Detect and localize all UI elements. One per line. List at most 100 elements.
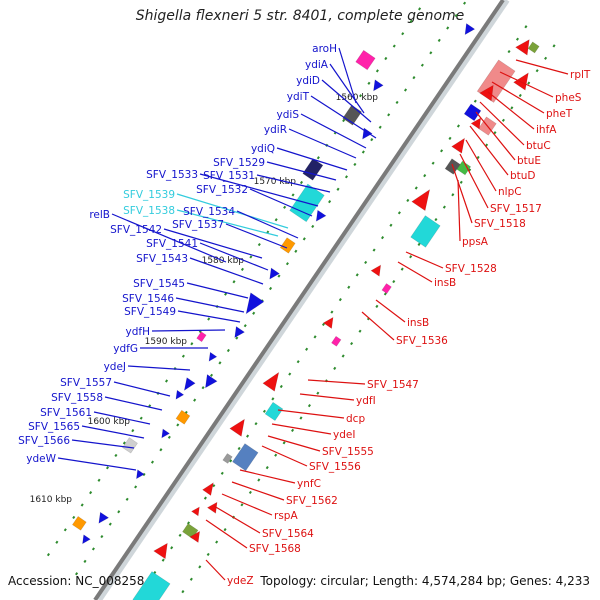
tick-mark [429,51,433,55]
tick-mark [181,354,185,358]
gene-feature [82,534,91,545]
tick-mark [409,255,413,259]
right-gene-label: ynfC [297,478,321,490]
right-gene-label: ydeI [333,429,355,441]
tick-mark [527,81,531,85]
tick-mark [254,422,258,426]
tick-mark [291,193,295,197]
tick-mark [279,384,283,389]
left-gene-label: SFV_1531 [203,170,255,182]
tick-mark [336,187,340,191]
tick-mark [257,478,261,482]
tick-mark [414,186,418,190]
right-label-leader [515,59,569,75]
tick-mark [285,262,289,266]
right-label-leader [205,559,226,581]
left-label-leader [256,174,331,193]
right-gene-label: rplT [570,69,591,81]
tick-mark [302,237,306,241]
gene-feature [373,79,384,92]
left-label-leader [199,242,269,271]
right-gene-label: SFV_1517 [490,203,542,215]
tick-mark [501,118,505,122]
right-label-leader [475,111,516,161]
gene-feature [189,530,201,544]
right-gene-label: SFV_1536 [396,335,448,347]
tick-mark [218,361,222,365]
right-label-leader [375,299,406,323]
tick-mark [72,515,76,520]
right-label-leader [469,125,509,176]
left-gene-label: SFV_1546 [122,293,174,305]
gene-feature [527,41,540,54]
tick-mark [178,533,182,537]
tick-mark [524,25,528,29]
left-gene-label: ydiR [264,124,287,136]
tick-mark [299,416,303,420]
tick-mark [257,242,261,247]
tick-mark [83,559,87,563]
tick-mark [296,360,300,364]
right-label-leader [487,91,535,130]
tick-mark [232,280,236,284]
tick-mark [240,267,244,271]
left-gene-label: SFV_1549 [124,306,176,318]
tick-mark [307,404,311,408]
kbp-tick-label: 1590 kbp [145,337,188,347]
gene-feature [515,39,530,56]
right-label-leader [231,481,285,501]
right-label-leader [499,71,554,98]
tick-mark [252,311,256,315]
left-label-leader [151,329,226,332]
tick-mark [91,547,95,551]
tick-mark [223,528,227,532]
right-gene-label: btuC [526,140,551,152]
left-label-leader [310,95,377,139]
tick-mark [274,218,278,222]
tick-mark [193,398,197,402]
tick-mark [299,180,304,185]
gene-feature [136,469,145,480]
gene-feature [331,335,342,347]
right-gene-label: rspA [274,510,298,522]
tick-mark [535,69,539,73]
left-gene-label: aroH [312,43,337,55]
tick-mark [463,1,467,5]
tick-mark [434,217,438,222]
tick-mark [206,552,210,557]
tick-mark [403,88,408,92]
tick-mark [316,156,320,160]
tick-mark [288,372,292,376]
right-label-leader [261,445,308,467]
right-label-leader [239,469,296,484]
tick-mark [446,26,450,30]
left-label-leader [189,257,264,285]
tick-mark [431,161,435,165]
left-gene-label: SFV_1566 [18,435,70,447]
left-label-leader [177,310,241,323]
right-label-leader [479,101,525,146]
tick-mark [342,118,346,123]
tick-mark [139,416,143,420]
left-gene-label: SFV_1565 [28,421,80,433]
left-label-leader [288,128,357,159]
gene-feature [183,377,196,392]
gene-feature [279,237,296,254]
left-gene-label: relB [89,209,110,221]
tick-mark [159,448,163,452]
right-label-leader [267,435,321,452]
tick-mark [367,81,371,85]
gene-feature [229,418,245,437]
tick-mark [395,100,399,105]
tick-mark [350,341,354,346]
tick-mark [364,260,368,265]
tick-mark [412,76,416,80]
tick-mark [358,329,362,333]
tick-mark [440,149,444,153]
gene-feature [175,409,191,425]
tick-mark [105,466,110,470]
tick-mark [423,174,427,178]
tick-mark [493,131,497,135]
gene-feature [175,389,185,400]
